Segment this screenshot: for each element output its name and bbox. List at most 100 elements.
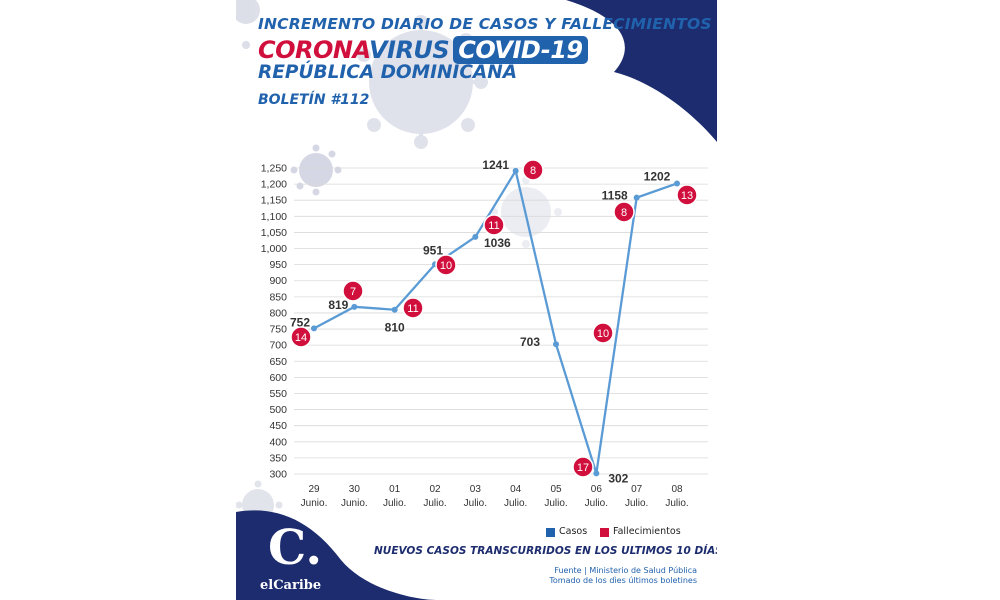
- y-tick-label: 800: [269, 307, 287, 319]
- x-tick-month: Julio.: [544, 498, 567, 509]
- y-tick-label: 1,100: [261, 211, 287, 223]
- x-tick-month: Julio.: [464, 498, 487, 509]
- x-tick-day: 29: [308, 484, 320, 495]
- navy-wave-top: [566, 0, 717, 142]
- legend-swatch-casos: [546, 528, 555, 537]
- country-title: REPÚBLICA DOMINICANA: [258, 62, 518, 83]
- x-tick-day: 05: [550, 484, 562, 495]
- death-badge: [592, 322, 614, 344]
- elcaribe-logo: C. elCaribe: [250, 524, 322, 596]
- data-point: [391, 306, 398, 313]
- death-badge: [572, 456, 594, 478]
- x-tick-day: 03: [470, 484, 482, 495]
- footer-message: NUEVOS CASOS TRANSCURRIDOS EN LOS ULTIMO…: [374, 545, 717, 557]
- data-points: [311, 167, 680, 477]
- death-badge: [483, 214, 505, 236]
- line-chart: 300 350 400 450 500 550 600 650 700 750 800 850 900 9…: [261, 158, 708, 509]
- brand-corona: CORONA: [258, 36, 369, 64]
- death-badge-value: 10: [440, 260, 452, 272]
- death-badge: [676, 184, 698, 206]
- data-point: [593, 470, 600, 477]
- x-tick-month: Junio.: [341, 498, 368, 509]
- data-label-casos: 302: [608, 471, 628, 485]
- x-axis-ticks: 29 Junio. 30 Junio. 01 Julio. 02 Julio. 03 Julio.…: [301, 484, 689, 509]
- y-tick-label: 1,000: [261, 243, 287, 255]
- x-tick-day: 01: [389, 484, 401, 495]
- y-tick-label: 700: [269, 340, 287, 352]
- brand-virus: VIRUS: [368, 36, 450, 64]
- logo-letter: C.: [268, 520, 323, 576]
- page-title: INCREMENTO DIARIO DE CASOS Y FALLECIMIEN…: [258, 15, 712, 33]
- x-tick-month: Julio.: [625, 498, 648, 509]
- death-badge: [522, 159, 544, 181]
- data-label-casos: 819: [328, 298, 348, 312]
- x-tick-month: Julio.: [504, 498, 527, 509]
- data-label-casos: 703: [520, 335, 540, 349]
- death-badge: [435, 254, 457, 276]
- death-badge-value: 11: [488, 220, 499, 232]
- navy-wave-bottom: [236, 510, 436, 600]
- x-tick-day: 06: [591, 484, 603, 495]
- virus-icon-small: [290, 144, 342, 196]
- x-tick-day: 02: [429, 484, 441, 495]
- x-tick-month: Junio.: [301, 498, 328, 509]
- data-label-casos: 1202: [644, 169, 671, 183]
- death-badge-value: 13: [681, 190, 693, 202]
- legend-label-casos: Casos: [559, 526, 588, 537]
- data-point: [351, 303, 358, 310]
- legend-label-fallecimientos: Fallecimientos: [613, 526, 681, 537]
- death-badge: [613, 201, 635, 223]
- data-point: [633, 194, 640, 201]
- death-badge-value: 10: [597, 328, 609, 340]
- data-point: [472, 233, 479, 240]
- virus-icon-bottom: [236, 480, 283, 521]
- source-line-1: Fuente | Ministerio de Salud Pública: [554, 566, 697, 575]
- legend-swatch-fallecimientos: [600, 528, 609, 537]
- brand-line: CORONAVIRUS COVID-19: [258, 36, 588, 64]
- logo-name: elCaribe: [260, 578, 322, 593]
- y-tick-label: 900: [269, 275, 287, 287]
- data-point: [512, 167, 519, 174]
- death-badge-value: 8: [621, 207, 627, 219]
- y-tick-label: 650: [269, 356, 287, 368]
- data-label-casos: 1158: [602, 189, 628, 203]
- infographic-poster: INCREMENTO DIARIO DE CASOS Y FALLECIMIEN…: [236, 0, 717, 600]
- x-tick-month: Julio.: [423, 498, 446, 509]
- data-label-casos: 951: [423, 243, 443, 257]
- data-label-casos: 810: [385, 321, 405, 335]
- grid-lines: [294, 167, 708, 475]
- y-tick-label: 350: [269, 452, 287, 464]
- virus-icon-top-left: [236, 0, 260, 49]
- y-tick-label: 550: [269, 388, 287, 400]
- y-tick-label: 500: [269, 404, 287, 416]
- death-badge-value: 14: [295, 332, 307, 344]
- y-tick-label: 1,150: [261, 195, 287, 207]
- death-badge-value: 7: [350, 286, 356, 298]
- series-line-casos: [313, 167, 678, 474]
- data-point: [553, 341, 559, 348]
- x-tick-month: Julio.: [383, 498, 406, 509]
- death-badge: [342, 280, 364, 302]
- y-axis-ticks: 300 350 400 450 500 550 600 650 700 750 800 850 900 9…: [261, 163, 287, 481]
- y-tick-label: 1,050: [261, 227, 287, 239]
- bulletin-number: BOLETÍN #112: [258, 92, 370, 108]
- death-badges: 14 7 11 10 11 8 17 8 13 10: [290, 159, 698, 478]
- y-tick-label: 1,250: [261, 163, 287, 175]
- y-tick-label: 300: [269, 469, 287, 481]
- data-label-casos: 1241: [482, 158, 509, 172]
- death-badge: [402, 297, 424, 319]
- data-point: [311, 325, 317, 332]
- brand-covid: COVID-19: [453, 36, 588, 64]
- death-badge-value: 11: [407, 303, 418, 315]
- y-tick-label: 850: [269, 291, 287, 303]
- death-badge-value: 17: [577, 462, 589, 474]
- data-label-casos: 1036: [484, 236, 511, 250]
- x-tick-day: 08: [671, 484, 683, 495]
- source-line-2: Tomado de los dìes últimos boletines: [549, 576, 697, 585]
- y-tick-label: 600: [269, 372, 287, 384]
- y-tick-label: 950: [269, 259, 287, 271]
- data-point: [674, 180, 680, 187]
- x-tick-day: 04: [510, 484, 522, 495]
- x-tick-month: Julio.: [585, 498, 608, 509]
